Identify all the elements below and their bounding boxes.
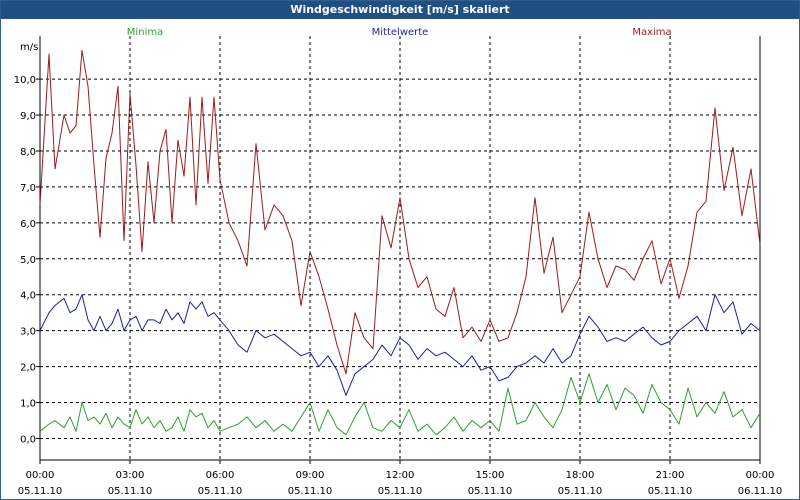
y-tick-label: 1,0 <box>20 399 36 410</box>
x-tick-label: 18:00 <box>566 470 595 481</box>
x-tick-label: 03:00 <box>116 470 145 481</box>
series-line-maxima <box>39 49 761 375</box>
y-tick-label: 3,0 <box>20 327 36 338</box>
x-tick-label-date: 05.11.10 <box>558 486 603 497</box>
y-tick-label: 10,0 <box>14 75 36 86</box>
x-tick-label-date: 05.11.10 <box>18 486 63 497</box>
series-layer <box>39 49 761 436</box>
y-tick-label: 5,0 <box>20 255 36 266</box>
x-tick-label-date: 05.11.10 <box>198 486 243 497</box>
series-line-minima <box>39 373 761 436</box>
x-tick-label: 06:00 <box>206 470 235 481</box>
x-tick-label-date: 05.11.10 <box>108 486 153 497</box>
y-tick-label: 0,0 <box>20 434 36 445</box>
legend-maxima: Maxima <box>632 27 671 38</box>
axes-layer: 0,0 1,0 2,0 3,0 4,0 5,0 6,0 7,0 8,0 9,0 10,0 00:00 0… <box>14 36 783 497</box>
y-tick-label: 2,0 <box>20 363 36 374</box>
y-tick-label: 6,0 <box>20 219 36 230</box>
y-axis-label: m/s <box>20 42 38 53</box>
x-tick-label: 00:00 <box>746 470 775 481</box>
legend-minima: Minima <box>127 27 163 38</box>
x-tick-label-date: 05.11.10 <box>378 486 423 497</box>
x-tick-label: 00:00 <box>26 470 55 481</box>
x-tick-label-date: 05.11.10 <box>648 486 693 497</box>
y-tick-label: 9,0 <box>20 111 36 122</box>
y-tick-label: 4,0 <box>20 291 36 302</box>
legend-layer: Minima Mittelwerte Maxima <box>127 27 672 38</box>
x-tick-label: 12:00 <box>386 470 415 481</box>
window-title: Windgeschwindigkeit [m/s] skaliert <box>1 1 799 19</box>
x-tick-label: 21:00 <box>656 470 685 481</box>
legend-mittelwerte: Mittelwerte <box>372 27 429 38</box>
x-tick-label-date: 05.11.10 <box>288 486 333 497</box>
x-tick-label: 15:00 <box>476 470 505 481</box>
x-tick-label-date: 05.11.10 <box>468 486 513 497</box>
y-tick-label: 7,0 <box>20 183 36 194</box>
grid-layer <box>40 36 760 460</box>
series-line-mittelwerte <box>39 294 761 396</box>
y-tick-label: 8,0 <box>20 147 36 158</box>
x-tick-label-date: 06.11.10 <box>738 486 783 497</box>
x-tick-label: 09:00 <box>296 470 325 481</box>
